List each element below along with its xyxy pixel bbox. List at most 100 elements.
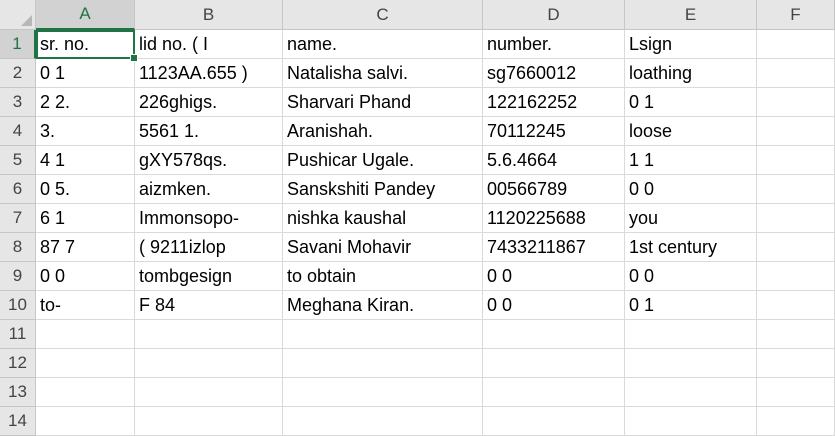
cell-a3[interactable]: 2 2. xyxy=(36,88,135,117)
cell-d10[interactable]: 0 0 xyxy=(483,291,625,320)
cell-c3[interactable]: Sharvari Phand xyxy=(283,88,483,117)
column-header-c[interactable]: C xyxy=(283,0,483,30)
cell-b11[interactable] xyxy=(135,320,283,349)
row-header-8[interactable]: 8 xyxy=(0,233,36,262)
cell-f7[interactable] xyxy=(757,204,835,233)
row-header-13[interactable]: 13 xyxy=(0,378,36,407)
cell-e5[interactable]: 1 1 xyxy=(625,146,757,175)
cell-e9[interactable]: 0 0 xyxy=(625,262,757,291)
cell-f12[interactable] xyxy=(757,349,835,378)
cell-f14[interactable] xyxy=(757,407,835,436)
cell-c9[interactable]: to obtain xyxy=(283,262,483,291)
cell-b10[interactable]: F 84 xyxy=(135,291,283,320)
cell-f3[interactable] xyxy=(757,88,835,117)
cell-b4[interactable]: 5561 1. xyxy=(135,117,283,146)
column-header-d[interactable]: D xyxy=(483,0,625,30)
cell-e8[interactable]: 1st century xyxy=(625,233,757,262)
row-header-6[interactable]: 6 xyxy=(0,175,36,204)
cell-f2[interactable] xyxy=(757,59,835,88)
row-header-1[interactable]: 1 xyxy=(0,30,36,59)
cell-b6[interactable]: aizmken. xyxy=(135,175,283,204)
cell-d9[interactable]: 0 0 xyxy=(483,262,625,291)
cell-a5[interactable]: 4 1 xyxy=(36,146,135,175)
column-header-b[interactable]: B xyxy=(135,0,283,30)
row-header-5[interactable]: 5 xyxy=(0,146,36,175)
cell-d3[interactable]: 122162252 xyxy=(483,88,625,117)
cell-b1[interactable]: lid no. ( I xyxy=(135,30,283,59)
cell-d11[interactable] xyxy=(483,320,625,349)
cell-a9[interactable]: 0 0 xyxy=(36,262,135,291)
cell-c11[interactable] xyxy=(283,320,483,349)
cell-b8[interactable]: ( 9211izlop xyxy=(135,233,283,262)
cell-f5[interactable] xyxy=(757,146,835,175)
cell-a7[interactable]: 6 1 xyxy=(36,204,135,233)
cell-a11[interactable] xyxy=(36,320,135,349)
row-header-9[interactable]: 9 xyxy=(0,262,36,291)
cell-d7[interactable]: 1120225688 xyxy=(483,204,625,233)
cell-e12[interactable] xyxy=(625,349,757,378)
row-header-10[interactable]: 10 xyxy=(0,291,36,320)
row-header-11[interactable]: 11 xyxy=(0,320,36,349)
cell-c7[interactable]: nishka kaushal xyxy=(283,204,483,233)
cell-e3[interactable]: 0 1 xyxy=(625,88,757,117)
cell-e10[interactable]: 0 1 xyxy=(625,291,757,320)
cell-c6[interactable]: Sanskshiti Pandey xyxy=(283,175,483,204)
cell-c2[interactable]: Natalisha salvi. xyxy=(283,59,483,88)
cell-e6[interactable]: 0 0 xyxy=(625,175,757,204)
cell-b14[interactable] xyxy=(135,407,283,436)
cell-a8[interactable]: 87 7 xyxy=(36,233,135,262)
cell-f9[interactable] xyxy=(757,262,835,291)
cell-b7[interactable]: Immonsopo- xyxy=(135,204,283,233)
cell-a6[interactable]: 0 5. xyxy=(36,175,135,204)
cell-f13[interactable] xyxy=(757,378,835,407)
cell-e14[interactable] xyxy=(625,407,757,436)
fill-handle[interactable] xyxy=(130,54,138,62)
row-header-4[interactable]: 4 xyxy=(0,117,36,146)
cell-d5[interactable]: 5.6.4664 xyxy=(483,146,625,175)
cell-d14[interactable] xyxy=(483,407,625,436)
cell-c14[interactable] xyxy=(283,407,483,436)
cell-b3[interactable]: 226ghigs. xyxy=(135,88,283,117)
row-header-14[interactable]: 14 xyxy=(0,407,36,436)
cell-e11[interactable] xyxy=(625,320,757,349)
cell-d1[interactable]: number. xyxy=(483,30,625,59)
cell-d4[interactable]: 70112245 xyxy=(483,117,625,146)
cell-a1[interactable]: sr. no. xyxy=(36,30,135,59)
cell-c5[interactable]: Pushicar Ugale. xyxy=(283,146,483,175)
cell-a14[interactable] xyxy=(36,407,135,436)
cell-a12[interactable] xyxy=(36,349,135,378)
cell-a10[interactable]: to- xyxy=(36,291,135,320)
cell-e4[interactable]: loose xyxy=(625,117,757,146)
cell-b13[interactable] xyxy=(135,378,283,407)
cell-d12[interactable] xyxy=(483,349,625,378)
cell-c4[interactable]: Aranishah. xyxy=(283,117,483,146)
cell-a2[interactable]: 0 1 xyxy=(36,59,135,88)
cell-a4[interactable]: 3. xyxy=(36,117,135,146)
cell-e1[interactable]: Lsign xyxy=(625,30,757,59)
cell-b9[interactable]: tombgesign xyxy=(135,262,283,291)
cell-b5[interactable]: gXY578qs. xyxy=(135,146,283,175)
select-all-button[interactable] xyxy=(0,0,36,30)
row-header-12[interactable]: 12 xyxy=(0,349,36,378)
column-header-a[interactable]: A xyxy=(36,0,135,30)
cell-e2[interactable]: loathing xyxy=(625,59,757,88)
column-header-e[interactable]: E xyxy=(625,0,757,30)
row-header-2[interactable]: 2 xyxy=(0,59,36,88)
cell-f10[interactable] xyxy=(757,291,835,320)
cell-e13[interactable] xyxy=(625,378,757,407)
cell-d2[interactable]: sg7660012 xyxy=(483,59,625,88)
cell-d13[interactable] xyxy=(483,378,625,407)
cell-d6[interactable]: 00566789 xyxy=(483,175,625,204)
cell-d8[interactable]: 7433211867 xyxy=(483,233,625,262)
cell-c1[interactable]: name. xyxy=(283,30,483,59)
cell-c13[interactable] xyxy=(283,378,483,407)
cell-c10[interactable]: Meghana Kiran. xyxy=(283,291,483,320)
column-header-f[interactable]: F xyxy=(757,0,835,30)
cell-c12[interactable] xyxy=(283,349,483,378)
cell-b2[interactable]: 1123AA.655 ) xyxy=(135,59,283,88)
cell-c8[interactable]: Savani Mohavir xyxy=(283,233,483,262)
cell-f6[interactable] xyxy=(757,175,835,204)
cell-f11[interactable] xyxy=(757,320,835,349)
row-header-3[interactable]: 3 xyxy=(0,88,36,117)
